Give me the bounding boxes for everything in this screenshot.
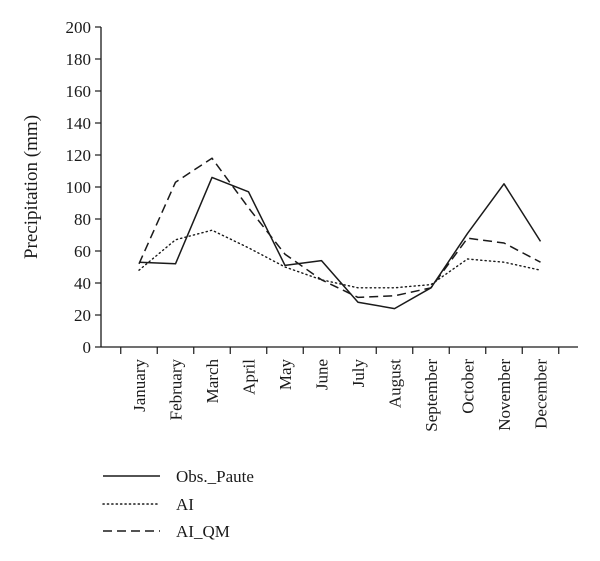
x-tick-label: April: [240, 359, 259, 395]
y-tick-label: 120: [66, 146, 92, 165]
x-tick-label: May: [276, 359, 295, 391]
legend-label: Obs._Paute: [176, 467, 254, 486]
x-axis-ticks: January February March April May June July Augu…: [120, 347, 560, 432]
x-tick-label: December: [532, 359, 551, 429]
x-tick-label: February: [167, 359, 186, 421]
x-tick-label: October: [459, 359, 478, 414]
y-axis-ticks: 0 20 40 60 80 100 120 140 160 180 200: [66, 18, 101, 357]
y-tick-label: 40: [74, 274, 91, 293]
x-tick-label: January: [130, 359, 149, 412]
chart-legend: Obs._Paute AI AI_QM: [102, 467, 254, 541]
y-axis-title: Precipitation (mm): [21, 115, 42, 259]
y-tick-label: 20: [74, 306, 91, 325]
x-tick-label: September: [422, 359, 441, 432]
series-line-ai: [138, 229, 542, 289]
legend-label: AI_QM: [176, 522, 230, 541]
y-tick-label: 140: [66, 114, 92, 133]
y-tick-label: 200: [66, 18, 92, 37]
x-tick-label: June: [313, 359, 332, 390]
y-tick-label: 180: [66, 50, 92, 69]
chart-series: [138, 157, 542, 310]
y-tick-label: 80: [74, 210, 91, 229]
y-tick-label: 160: [66, 82, 92, 101]
y-tick-label: 100: [66, 178, 92, 197]
legend-label: AI: [176, 495, 194, 514]
y-tick-label: 0: [83, 338, 92, 357]
y-tick-label: 60: [74, 242, 91, 261]
x-tick-label: July: [349, 359, 368, 388]
x-tick-label: November: [495, 359, 514, 431]
x-tick-label: August: [386, 359, 405, 408]
x-tick-label: March: [203, 359, 222, 404]
series-line-obs-paute: [138, 176, 542, 310]
series-line-ai-qm: [138, 157, 541, 299]
